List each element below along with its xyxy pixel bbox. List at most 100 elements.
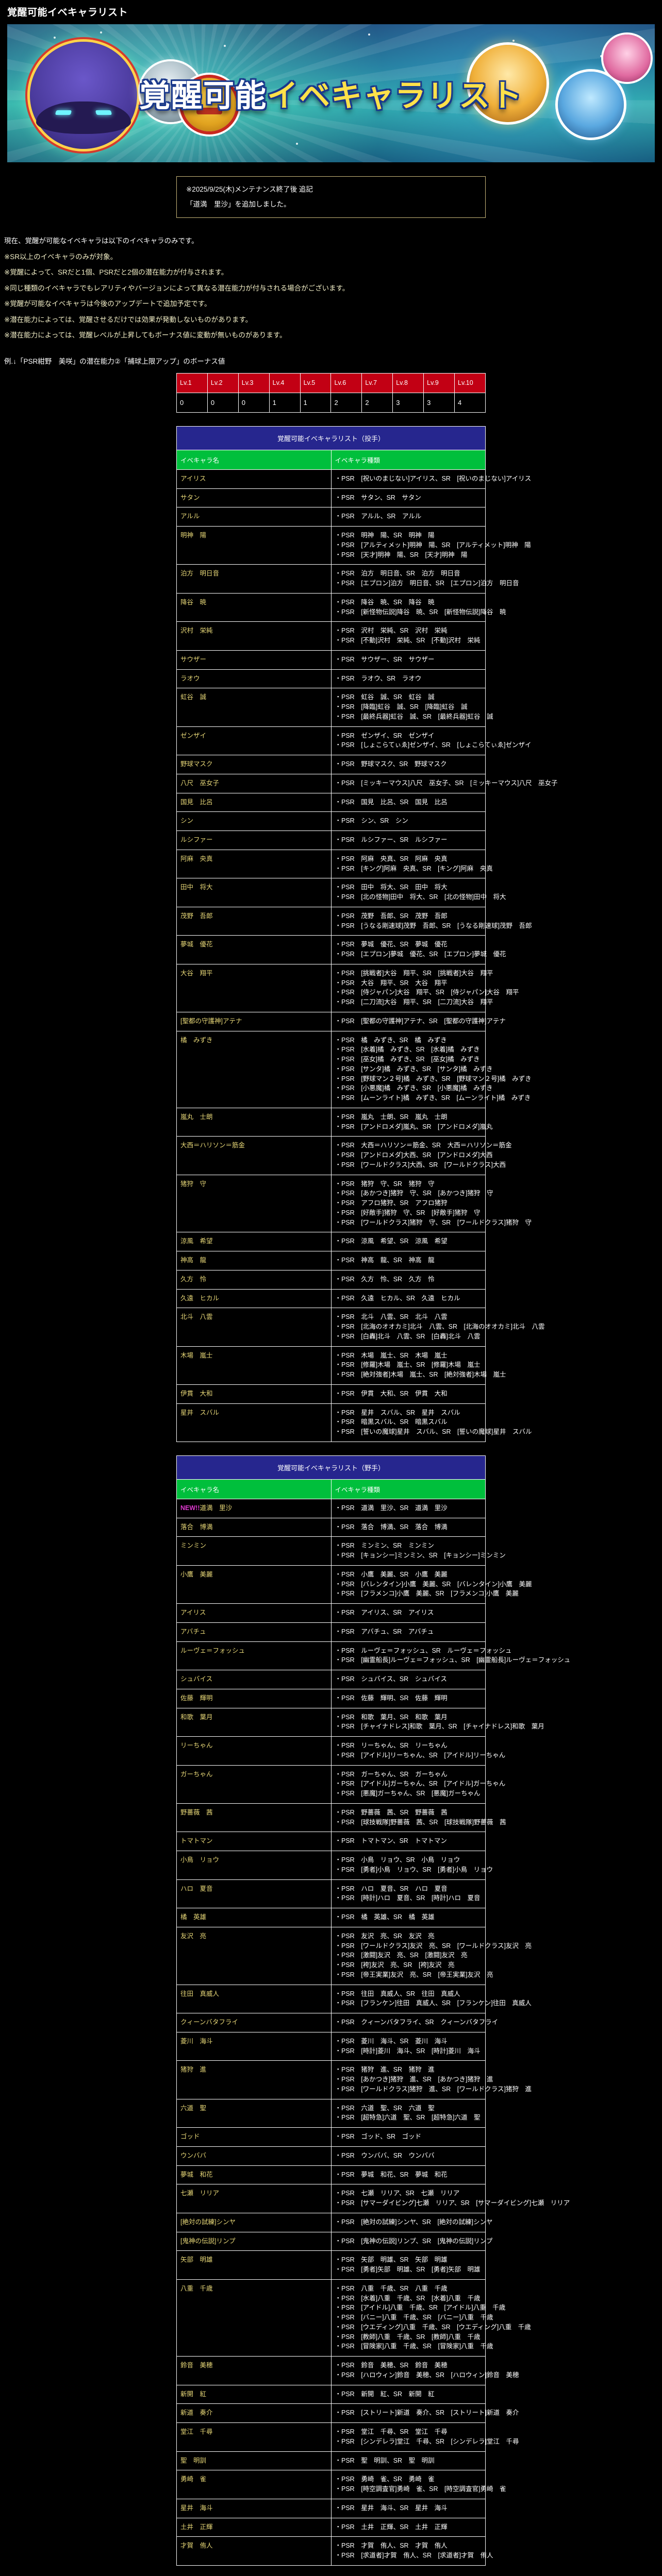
character-name-cell: 新道 奏介 (176, 2403, 332, 2424)
character-types-cell: ・PSR 茂野 吾郎、SR 茂野 吾郎 ・PSR [うなる剛速球]茂野 吾郎、SR… (330, 906, 532, 936)
table-row: 野球マスク ・PSR 野球マスク、SR 野球マスク (176, 755, 486, 774)
table-row: ウンババ ・PSR ウンババ、SR ウンババ (176, 2146, 486, 2166)
character-name-cell: 勇崎 雀 (176, 2470, 332, 2499)
character-types-cell: ・PSR 橘 英雄、SR 橘 英雄 (330, 1908, 486, 1927)
character-types-cell: ・PSR 田中 将大、SR 田中 将大 ・PSR [北の怪物]田中 将大、SR [… (330, 878, 506, 907)
character-types-cell: ・PSR サウザー、SR サウザー (330, 650, 486, 670)
character-type-line: ・PSR 国見 比呂、SR 国見 比呂 (335, 798, 448, 806)
character-type-line: ・PSR 猪狩 守、SR 猪狩 守 (335, 1180, 435, 1188)
character-type-line: ・PSR アフロ猪狩、SR アフロ猪狩 (335, 1199, 448, 1207)
character-type-line: ・PSR [アンドロメダ]嵐丸、SR [アンドロメダ]嵐丸 (335, 1123, 493, 1130)
table-row: 猪狩 守・PSR 猪狩 守、SR 猪狩 守・PSR [あかつき]猪狩 守、SR … (176, 1174, 532, 1233)
section-title-row: 覚醒可能イベキャラリスト（投手） (176, 426, 486, 450)
character-types-cell: ・PSR 和歌 葉月、SR 和歌 葉月 ・PSR [チャイナドレス]和歌 葉月、S… (330, 1707, 544, 1737)
character-types-cell: ・PSR 沢村 栄純、SR 沢村 栄純 ・PSR [不動]沢村 栄純、SR [不動… (330, 621, 486, 651)
character-name-cell: クィーンバタフライ (176, 2013, 332, 2032)
character-type-line: ・PSR [ウエディング]八重 千歳、SR [ウエディング]八重 千歳 (335, 2323, 531, 2331)
character-type-line: ・PSR [不動]沢村 栄純、SR [不動]沢村 栄純 (335, 637, 481, 645)
table-row: ガーちゃん ・PSR ガーちゃん、SR ガーちゃん ・PSR [アイドル]ガーちゃん… (176, 1765, 505, 1804)
table-row: アイリス ・PSR [祝いのまじない]アイリス、SR [祝いのまじない]アイリス (176, 469, 531, 489)
character-name-cell: ハロ 夏音 (176, 1879, 332, 1909)
character-type-line: ・PSR [エプロン]夢城 優花、SR [エプロン]夢城 優花 (335, 951, 506, 958)
table-row: 佐藤 輝明 ・PSR 佐藤 輝明、SR 佐藤 輝明 (176, 1688, 486, 1708)
character-type-line: ・PSR [サマーダイビング]七瀬 リリア、SR [サマーダイビング]七瀬 リリ… (335, 2199, 570, 2207)
character-types-cell: ・PSR 夢城 優花、SR 夢城 優花 ・PSR [エプロン]夢城 優花、SR [… (330, 935, 506, 964)
table-row: 八尺 巫女子 ・PSR [ミッキーマウス]八尺 巫女子、SR [ミッキーマウス]八… (176, 773, 557, 793)
table-row: ゴッド ・PSR ゴッド、SR ゴッド (176, 2127, 486, 2147)
character-types-cell: ・PSR ハロ 夏音、SR ハロ 夏音 ・PSR [時計]ハロ 夏音、SR [時計… (330, 1879, 486, 1909)
character-type-line: ・PSR アルル、SR アルル (335, 513, 422, 520)
character-types-cell: ・PSR 虹谷 誠、SR 虹谷 誠・PSR [降臨]虹谷 誠、SR [降臨]虹谷… (330, 688, 493, 727)
character-type-line: ・PSR ゼンザイ、SR ゼンザイ (335, 732, 435, 739)
character-type-line: ・PSR [ワールドクラス]猪狩 守、SR [ワールドクラス]猪狩 守 (335, 1218, 532, 1226)
table-row: 泊方 明日音 ・PSR 泊方 明日音、SR 泊方 明日音 ・PSR [エプロン]泊方… (176, 564, 519, 594)
level-header-cell: Lv.8 (392, 372, 424, 393)
character-type-line: ・PSR [キング]阿麻 央真、SR [キング]阿麻 央真 (335, 865, 493, 872)
character-name-cell: 北斗 八雲 (176, 1308, 332, 1347)
character-types-cell: ・PSR 新開 紅、SR 新開 紅 (330, 2384, 486, 2404)
character-types-cell: ・PSR アバチュ、SR アバチュ (330, 1622, 486, 1642)
character-type-line: ・PSR [フランケン]往田 真威人、SR [フランケン]往田 真威人 (335, 1999, 532, 2007)
table-row: 八重 千歳 ・PSR 八重 千歳、SR 八重 千歳 ・PSR [水着]八重 千歳、S… (176, 2279, 531, 2357)
character-table-wrap: 覚醒可能イベキャラリスト（野手） イベキャラ名 イベキャラ種類 NEW!!道満 里沙・… (0, 1455, 662, 2566)
hero-banner-accent: イベキャラリスト (267, 78, 523, 113)
table-row: 橘 英雄 ・PSR 橘 英雄、SR 橘 英雄 (176, 1908, 486, 1927)
character-name-cell: [鬼神の伝説]リンプ (176, 2231, 332, 2251)
character-name-cell: 久方 怜 (176, 1269, 332, 1290)
character-name-cell: 聖 明訓 (176, 2451, 332, 2471)
example-caption: 例.↓「PSR紺野 美咲」の潜在能力②「捕球上限アップ」のボーナス値 (4, 357, 225, 365)
character-name-cell: ミンミン (176, 1536, 332, 1566)
character-name-cell: 涼風 希望 (176, 1232, 332, 1252)
character-types-cell: ・PSR 矢部 明雄、SR 矢部 明雄 ・PSR [勇者]矢部 明雄、SR [勇者… (330, 2250, 486, 2280)
level-header-cell: Lv.5 (300, 372, 332, 393)
level-header-cell: Lv.6 (330, 372, 362, 393)
table-row: 星井 スバル ・PSR 星井 スバル、SR 星井 スバル ・PSR 暗黒スバル、SR… (176, 1403, 532, 1442)
character-name-cell: サタン (176, 488, 332, 508)
character-type-line: ・PSR 虹谷 誠、SR 虹谷 誠 (335, 693, 435, 701)
table-row: サタン ・PSR サタン、SR サタン (176, 488, 486, 508)
character-type-line: ・PSR 久遠 ヒカル、SR 久遠 ヒカル (335, 1294, 460, 1302)
character-name-cell: 虹谷 誠 (176, 688, 332, 727)
character-types-cell: ・PSR 七瀬 リリア、SR 七瀬 リリア ・PSR [サマーダイビング]七瀬 リ… (330, 2184, 570, 2213)
character-type-line: ・PSR 北斗 八雲、SR 北斗 八雲 (335, 1313, 448, 1321)
character-type-line: ・PSR [勇者]小鳥 リョウ、SR [勇者]小鳥 リョウ (335, 1866, 493, 1873)
character-avatar-main (30, 42, 137, 149)
character-name-cell: ガーちゃん (176, 1765, 332, 1804)
mouth-shape (196, 108, 222, 114)
character-name-cell: ゼンザイ (176, 726, 332, 756)
character-types-cell: ・PSR 六道 聖、SR 六道 聖・PSR [超特急]六道 聖、SR [超特急]… (330, 2098, 486, 2128)
character-types-cell: ・PSR ラオウ、SR ラオウ (330, 669, 486, 689)
star-icon (296, 143, 298, 145)
character-type-line: ・PSR 才賀 侑人、SR 才賀 侑人 (335, 2542, 448, 2550)
character-avatar-3 (183, 78, 236, 131)
character-types-cell: ・PSR 伊貫 大和、SR 伊貫 大和 (330, 1384, 486, 1404)
character-name-cell: 大谷 翔平 (176, 963, 332, 1012)
character-types-cell: ・PSR [絶対の試練]シンヤ、SR [絶対の試練]シンヤ (330, 2212, 492, 2232)
character-types-cell: ・PSR 久方 怜、SR 久方 怜 (330, 1269, 486, 1290)
level-header-row: Lv.1 Lv.2 Lv.3 Lv.4 Lv.5 Lv.6 Lv.7 Lv.8 Lv.9 Lv.1… (176, 372, 486, 393)
character-name-cell: 降谷 暁 (176, 592, 332, 622)
level-value-cell: 1 (300, 392, 332, 413)
character-types-cell: ・PSR ルシファー、SR ルシファー (330, 831, 486, 850)
character-type-line: ・PSR [最終兵器]虹谷 誠、SR [最終兵器]虹谷 誠 (335, 713, 493, 720)
character-name-cell: 六道 聖 (176, 2098, 332, 2128)
table-row: 土井 正輝 ・PSR 土井 正輝、SR 土井 正輝 (176, 2517, 486, 2537)
character-type-line: ・PSR 野薔薇 茜、SR 野薔薇 茜 (335, 1808, 448, 1816)
character-type-line: ・PSR 暗黒スバル、SR 暗黒スバル (335, 1418, 448, 1426)
character-name-cell: 八重 千歳 (176, 2279, 332, 2357)
character-name-cell: ウンババ (176, 2146, 332, 2166)
level-value-cell: 3 (423, 392, 455, 413)
table-row: 星井 海斗 ・PSR 星井 海斗、SR 星井 海斗 (176, 2498, 486, 2518)
character-type-line: ・PSR [挑戦者]大谷 翔平、SR [挑戦者]大谷 翔平 (335, 969, 493, 977)
character-types-cell: ・PSR [ミッキーマウス]八尺 巫女子、SR [ミッキーマウス]八尺 巫女子 (330, 773, 557, 793)
table-row: 六道 聖・PSR 六道 聖、SR 六道 聖・PSR [超特急]六道 聖、SR [… (176, 2098, 486, 2128)
character-type-line: ・PSR [求道者]才賀 侑人、SR [求道者]才賀 侑人 (335, 2552, 493, 2560)
character-type-line: ・PSR [時空調査官]勇崎 雀、SR [時空調査官]勇崎 雀 (335, 2485, 506, 2493)
character-types-cell: ・PSR 国見 比呂、SR 国見 比呂 (330, 792, 486, 812)
character-type-line: ・PSR 木場 嵐士、SR 木場 嵐士 (335, 1351, 448, 1359)
character-name-label: 道満 里沙 (200, 1504, 233, 1512)
character-types-cell: ・PSR ゼンザイ、SR ゼンザイ ・PSR [しょこらてぃゑ]ゼンザイ、SR [… (330, 726, 531, 756)
character-type-line: ・PSR ルシファー、SR ルシファー (335, 836, 448, 844)
level-header-cell: Lv.10 (454, 372, 486, 393)
